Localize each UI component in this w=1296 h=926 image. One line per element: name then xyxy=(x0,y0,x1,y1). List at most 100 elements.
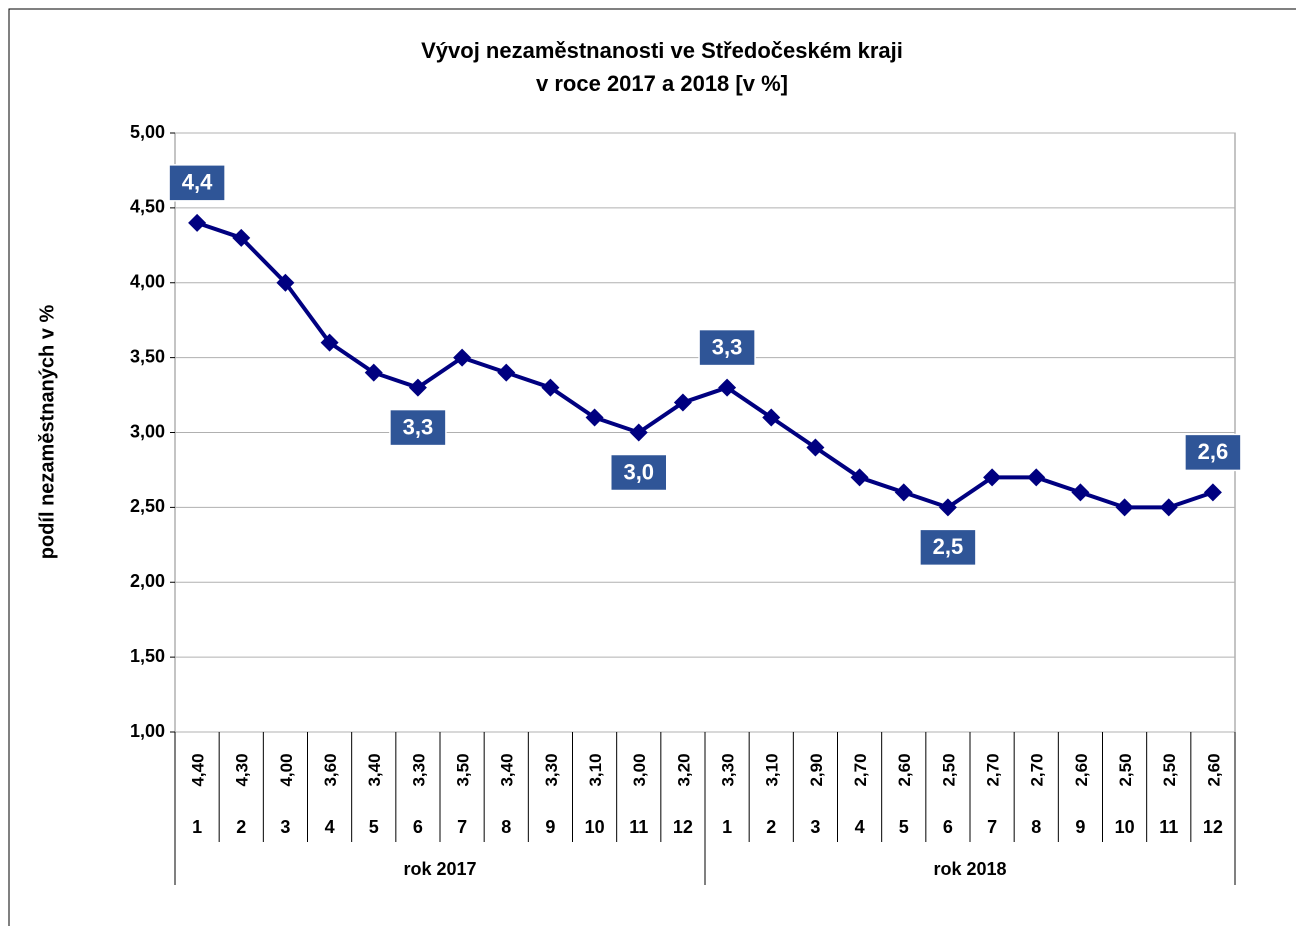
value-label: 3,50 xyxy=(454,753,473,786)
value-label: 2,50 xyxy=(939,753,958,786)
x-tick-label: 12 xyxy=(673,817,693,837)
value-label: 3,20 xyxy=(674,753,693,786)
marker xyxy=(1071,483,1090,502)
x-tick-label: 9 xyxy=(545,817,555,837)
x-tick-label: 4 xyxy=(325,817,335,837)
x-tick-label: 11 xyxy=(629,817,648,837)
x-tick-label: 2 xyxy=(766,817,776,837)
x-tick-label: 7 xyxy=(987,817,997,837)
value-label: 2,70 xyxy=(851,753,870,786)
value-label: 2,50 xyxy=(1116,753,1135,786)
marker xyxy=(364,363,383,382)
marker xyxy=(673,393,692,412)
marker xyxy=(276,273,295,292)
callout-box xyxy=(168,164,226,202)
value-label: 2,60 xyxy=(895,753,914,786)
chart-title: v roce 2017 a 2018 [v %] xyxy=(536,71,788,96)
value-label: 2,70 xyxy=(984,753,1003,786)
x-tick-label: 3 xyxy=(810,817,820,837)
value-label: 2,70 xyxy=(1028,753,1047,786)
callout-box xyxy=(389,408,447,447)
x-tick-label: 11 xyxy=(1159,817,1178,837)
x-tick-label: 10 xyxy=(585,817,605,837)
callout-box xyxy=(698,328,756,367)
x-tick-label: 6 xyxy=(413,817,423,837)
marker xyxy=(1027,468,1046,487)
y-tick-label: 2,50 xyxy=(130,496,165,516)
y-tick-label: 3,50 xyxy=(130,346,165,366)
x-tick-label: 7 xyxy=(457,817,467,837)
marker xyxy=(1159,498,1178,517)
y-axis-label: podíl nezaměstnaných v % xyxy=(36,305,58,560)
value-label: 3,00 xyxy=(630,753,649,786)
value-label: 2,60 xyxy=(1204,753,1223,786)
marker xyxy=(541,378,560,397)
value-label: 3,30 xyxy=(719,753,738,786)
y-tick-label: 1,50 xyxy=(130,646,165,666)
y-tick-label: 4,00 xyxy=(130,272,165,292)
callout-box xyxy=(1184,433,1242,472)
value-label: 2,90 xyxy=(807,753,826,786)
marker xyxy=(1115,498,1134,517)
value-label: 4,40 xyxy=(189,753,208,786)
value-label: 3,40 xyxy=(498,753,517,786)
y-tick-label: 3,00 xyxy=(130,421,165,441)
marker xyxy=(232,228,251,247)
value-label: 3,40 xyxy=(365,753,384,786)
chart-title: Vývoj nezaměstnanosti ve Středočeském kr… xyxy=(421,38,903,63)
y-tick-label: 2,00 xyxy=(130,571,165,591)
x-tick-label: 5 xyxy=(899,817,909,837)
value-label: 3,60 xyxy=(321,753,340,786)
callout-box xyxy=(610,453,668,492)
marker xyxy=(629,423,648,442)
y-tick-label: 1,00 xyxy=(130,721,165,741)
callout-label: 3,0 xyxy=(623,459,654,484)
x-tick-label: 12 xyxy=(1203,817,1223,837)
x-tick-label: 2 xyxy=(236,817,246,837)
marker xyxy=(408,378,427,397)
value-label: 3,30 xyxy=(409,753,428,786)
marker xyxy=(453,348,472,367)
callout-label: 2,6 xyxy=(1198,439,1229,464)
x-tick-label: 1 xyxy=(722,817,732,837)
marker xyxy=(1203,483,1222,502)
marker xyxy=(188,213,207,232)
x-tick-label: 5 xyxy=(369,817,379,837)
x-tick-label: 4 xyxy=(855,817,865,837)
marker xyxy=(983,468,1002,487)
line xyxy=(196,220,1214,510)
value-label: 2,60 xyxy=(1072,753,1091,786)
x-tick-label: 9 xyxy=(1075,817,1085,837)
value-label: 2,50 xyxy=(1160,753,1179,786)
marker xyxy=(762,408,781,427)
group-label: rok 2018 xyxy=(933,859,1006,879)
marker xyxy=(718,378,737,397)
x-tick-label: 8 xyxy=(1031,817,1041,837)
y-tick-label: 5,00 xyxy=(130,122,165,142)
marker xyxy=(938,498,957,517)
value-label: 3,10 xyxy=(586,753,605,786)
marker xyxy=(894,483,913,502)
callout-box xyxy=(919,528,977,567)
x-tick-label: 1 xyxy=(192,817,202,837)
marker xyxy=(585,408,604,427)
marker xyxy=(850,468,869,487)
x-tick-label: 3 xyxy=(280,817,290,837)
marker xyxy=(806,438,825,457)
x-tick-label: 8 xyxy=(501,817,511,837)
callout-label: 2,5 xyxy=(933,534,964,559)
group-label: rok 2017 xyxy=(403,859,476,879)
y-tick-label: 4,50 xyxy=(130,197,165,217)
callout-label: 4,4 xyxy=(182,170,213,195)
value-label: 4,30 xyxy=(233,753,252,786)
value-label: 4,00 xyxy=(277,753,296,786)
value-label: 3,10 xyxy=(763,753,782,786)
marker xyxy=(320,333,339,352)
marker xyxy=(497,363,516,382)
value-label: 3,30 xyxy=(542,753,561,786)
x-tick-label: 10 xyxy=(1115,817,1135,837)
callout-label: 3,3 xyxy=(403,414,434,439)
callout-label: 3,3 xyxy=(712,334,743,359)
x-tick-label: 6 xyxy=(943,817,953,837)
